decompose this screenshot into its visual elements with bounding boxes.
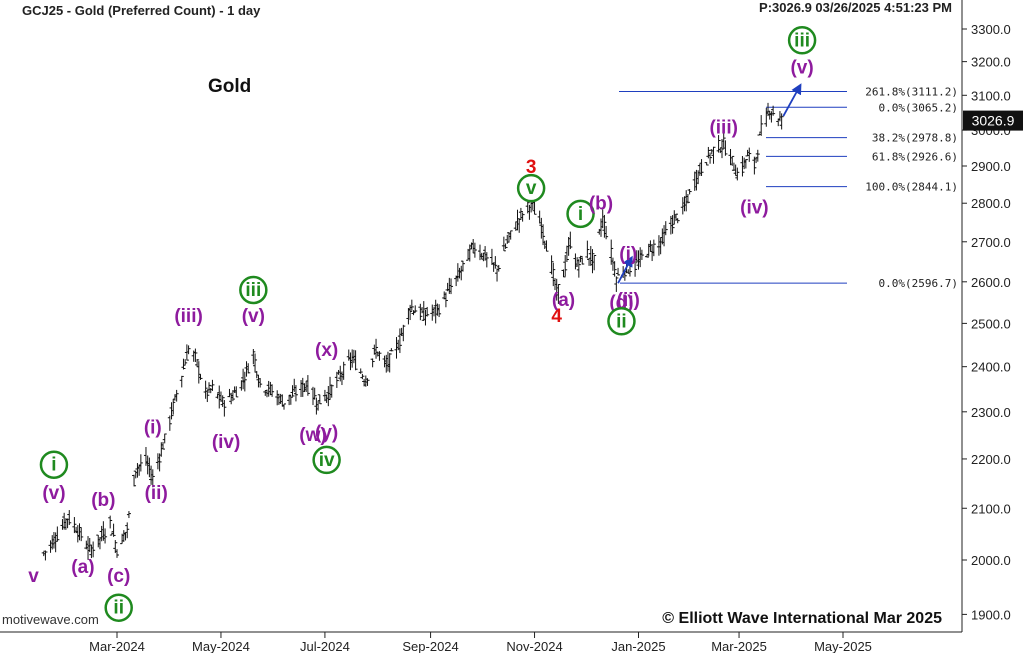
fib-level-label: 0.0%(2596.7) xyxy=(879,277,958,290)
ohlc-bars xyxy=(41,102,784,561)
y-tick-label: 2200.0 xyxy=(971,452,1011,467)
fib-level-label: 61.8%(2926.6) xyxy=(872,150,958,163)
wave-label: (i) xyxy=(619,244,637,265)
wave-label-circle xyxy=(312,445,341,475)
chart-title: GCJ25 - Gold (Preferred Count) - 1 day xyxy=(22,3,261,18)
x-tick-label: Sep-2024 xyxy=(402,639,458,653)
wave-label-circle xyxy=(239,275,268,305)
price-stamp: P:3026.9 03/26/2025 4:51:23 PM xyxy=(759,0,952,15)
wave-label: (c) xyxy=(107,566,130,587)
wave-label: (x) xyxy=(315,340,338,361)
wave-label: i xyxy=(578,204,583,225)
fib-level-label: 100.0%(2844.1) xyxy=(865,181,958,194)
wave-label: (ii) xyxy=(617,290,640,311)
x-tick-label: Jul-2024 xyxy=(300,639,350,653)
x-tick-label: Jan-2025 xyxy=(611,639,665,653)
wave-labels: v(v)i(a)(b)(c)ii(i)(ii)(iii)(iv)(v)iii(w… xyxy=(28,26,817,622)
y-tick-label: 2500.0 xyxy=(971,316,1011,331)
copyright-notice: © Elliott Wave International Mar 2025 xyxy=(662,610,942,627)
x-tick-label: Mar-2025 xyxy=(711,639,767,653)
y-tick-label: 1900.0 xyxy=(971,607,1011,622)
y-tick-label: 2300.0 xyxy=(971,405,1011,420)
wave-label: (b) xyxy=(589,193,613,214)
fib-level-label: 0.0%(3065.2) xyxy=(879,101,958,114)
wave-label-circle xyxy=(607,307,636,336)
wave-label: (a) xyxy=(552,290,575,311)
y-tick-label: 2000.0 xyxy=(971,553,1011,568)
wave-label: (v) xyxy=(242,306,265,327)
wave-label: 3 xyxy=(526,157,537,178)
wave-label: (iii) xyxy=(174,306,203,327)
wave-label-circle xyxy=(39,450,69,479)
x-tick-label: Mar-2024 xyxy=(89,639,145,653)
wave-label: (y) xyxy=(315,422,338,443)
y-tick-label: 2100.0 xyxy=(971,501,1011,516)
x-tick-label: May-2025 xyxy=(814,639,872,653)
y-tick-label: 3200.0 xyxy=(971,55,1011,70)
wave-label: (b) xyxy=(91,490,115,511)
y-tick-label: 3300.0 xyxy=(971,22,1011,37)
fib-level-label: 261.8%(3111.2) xyxy=(865,85,958,98)
wave-label: (v) xyxy=(42,483,65,504)
wave-label: iii xyxy=(794,30,810,51)
wave-label: (w) xyxy=(299,425,326,446)
projection-arrows xyxy=(617,83,802,284)
watermark-site: motivewave.com xyxy=(2,612,99,627)
wave-label: (i) xyxy=(144,418,162,439)
wave-label: iv xyxy=(319,450,335,471)
wave-label: i xyxy=(51,455,56,476)
last-price-tag: 3026.9 xyxy=(963,110,1023,131)
wave-label: (ii) xyxy=(145,483,168,504)
wave-label: 4 xyxy=(551,306,562,327)
y-tick-label: 2700.0 xyxy=(971,235,1011,250)
wave-label: iii xyxy=(245,280,261,301)
wave-label: (iv) xyxy=(740,197,769,218)
wave-label-circle xyxy=(516,173,546,203)
wave-label-circle xyxy=(787,26,817,55)
wave-label: (v) xyxy=(790,58,813,79)
chart-label: Gold xyxy=(208,76,251,97)
projection-arrow xyxy=(782,83,802,117)
wave-label: (iv) xyxy=(212,432,241,453)
x-tick-label: May-2024 xyxy=(192,639,250,653)
y-tick-label: 2900.0 xyxy=(971,159,1011,174)
fib-level-label: 38.2%(2978.8) xyxy=(872,132,958,145)
y-tick-label: 3100.0 xyxy=(971,88,1011,103)
wave-label: v xyxy=(28,566,39,587)
wave-label: (iii) xyxy=(709,118,738,139)
y-tick-label: 2400.0 xyxy=(971,360,1011,375)
y-tick-label: 2600.0 xyxy=(971,275,1011,290)
y-tick-label: 2800.0 xyxy=(971,196,1011,211)
wave-label: v xyxy=(526,178,537,199)
wave-label: ii xyxy=(113,598,124,619)
wave-label: (d) xyxy=(609,293,633,314)
projection-arrow xyxy=(617,255,633,284)
wave-label: ii xyxy=(616,311,627,332)
wave-label-circle xyxy=(104,593,133,622)
x-tick-label: Nov-2024 xyxy=(506,639,562,653)
last-price-tag-text: 3026.9 xyxy=(972,113,1015,129)
wave-label: (a) xyxy=(71,557,94,578)
wave-label-circle xyxy=(566,199,595,229)
fib-levels: 261.8%(3111.2) 0.0%(3065.2) 38.2%(2978.8) 6… xyxy=(619,85,958,290)
